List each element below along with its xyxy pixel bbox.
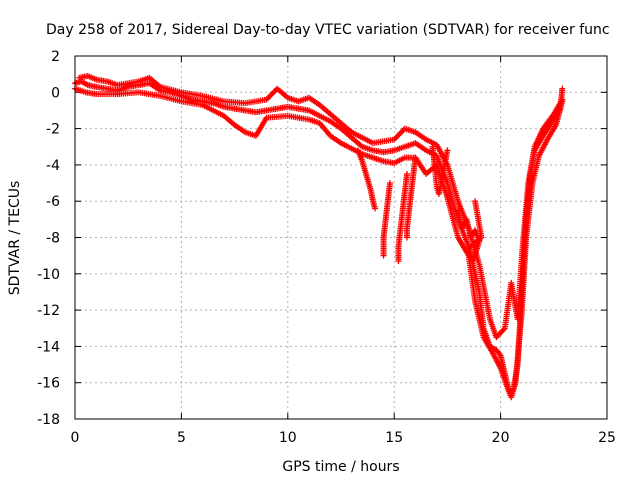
- x-tick-label: 0: [71, 430, 80, 446]
- x-tick-label: 15: [385, 430, 403, 446]
- data-points: [72, 72, 566, 401]
- data-point: [472, 198, 479, 205]
- data-point: [395, 258, 402, 265]
- y-tick-label: -4: [46, 158, 60, 174]
- x-tick-label: 20: [492, 430, 510, 446]
- data-point: [559, 98, 566, 105]
- plot-frame: [74, 55, 608, 420]
- data-point: [444, 147, 451, 154]
- y-tick-label: -14: [37, 339, 60, 355]
- data-point: [372, 205, 379, 212]
- y-tick-label: 2: [51, 49, 60, 65]
- data-point: [403, 234, 410, 241]
- data-point: [559, 85, 566, 92]
- y-tick-label: -18: [37, 412, 60, 428]
- x-axis-label: GPS time / hours: [282, 459, 399, 475]
- y-tick-label: -6: [46, 194, 60, 210]
- y-tick-label: 0: [51, 85, 60, 101]
- data-point: [380, 252, 387, 259]
- x-tick-label: 10: [279, 430, 297, 446]
- y-tick-label: -2: [46, 122, 60, 138]
- x-tick-label: 25: [598, 430, 616, 446]
- y-tick-label: -16: [37, 376, 60, 392]
- y-tick-label: -8: [46, 231, 60, 247]
- data-point: [500, 326, 507, 333]
- y-tick-label: -10: [37, 267, 60, 283]
- chart-title: Day 258 of 2017, Sidereal Day-to-day VTE…: [46, 22, 610, 38]
- y-tick-label: -12: [37, 303, 60, 319]
- y-axis-label: SDTVAR / TECUs: [7, 181, 23, 296]
- x-tick-label: 5: [177, 430, 186, 446]
